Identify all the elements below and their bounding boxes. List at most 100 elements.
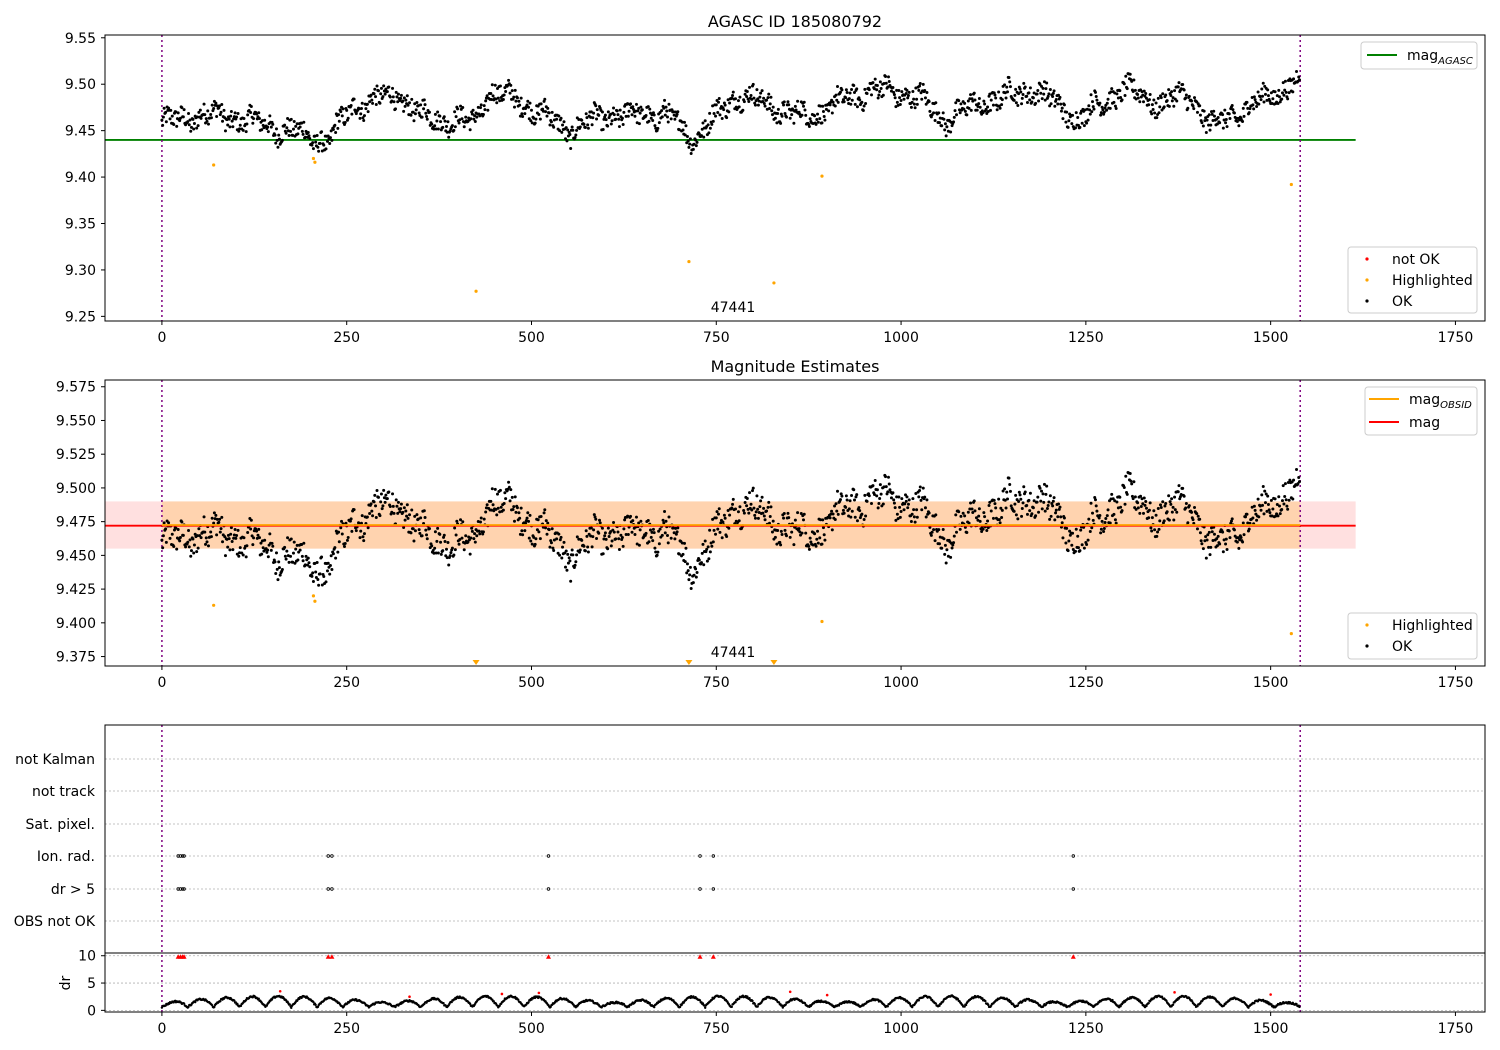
ok-point: [1198, 113, 1202, 117]
ok-point: [1171, 505, 1175, 509]
ok-point: [1006, 497, 1010, 501]
ok-point: [249, 518, 253, 522]
ok-point: [432, 127, 436, 131]
dr-point: [257, 997, 260, 1000]
ok-point: [478, 114, 482, 118]
ok-point: [737, 105, 741, 109]
ok-point: [612, 113, 616, 117]
ok-point: [833, 504, 837, 508]
ok-point: [361, 535, 365, 539]
ok-point: [731, 502, 735, 506]
ok-point: [563, 137, 567, 141]
ok-point: [340, 114, 344, 118]
ok-point: [362, 114, 366, 118]
x-tick-label: 1000: [883, 330, 919, 346]
ok-point: [557, 114, 561, 118]
ok-point: [350, 529, 354, 533]
ok-point: [1297, 475, 1301, 479]
ok-point: [1156, 507, 1160, 511]
ok-point: [469, 117, 473, 121]
ok-point: [858, 98, 862, 102]
ok-point: [1021, 501, 1025, 505]
ok-point: [1150, 529, 1154, 533]
ok-point: [694, 144, 698, 148]
ok-point: [498, 84, 502, 88]
ok-point: [1095, 98, 1099, 102]
ok-point: [1237, 546, 1241, 550]
ok-point: [360, 514, 364, 518]
ok-point: [1173, 508, 1177, 512]
ok-point: [199, 536, 203, 540]
ok-point: [1177, 484, 1181, 488]
ok-point: [717, 507, 721, 511]
ok-point: [630, 113, 634, 117]
ok-point: [652, 531, 656, 535]
ok-point: [1218, 121, 1222, 125]
ok-point: [460, 536, 464, 540]
dr-point: [516, 998, 520, 1001]
ok-point: [285, 126, 289, 130]
ok-point: [1228, 116, 1232, 120]
ok-point: [589, 526, 593, 530]
dr-point: [964, 1003, 968, 1007]
ok-point: [466, 540, 470, 544]
x-tick-label: 1250: [1068, 330, 1104, 346]
dr-y-tick-label: 5: [87, 976, 96, 992]
ok-point: [1103, 521, 1107, 525]
ok-point: [221, 540, 225, 544]
ok-point: [991, 516, 995, 520]
ok-point: [491, 503, 495, 507]
ok-point: [881, 93, 885, 97]
ok-point: [1074, 527, 1078, 531]
ok-point: [1078, 549, 1082, 553]
ok-point: [238, 551, 242, 555]
ok-point: [941, 528, 945, 532]
ok-point: [1007, 75, 1011, 79]
ok-point: [1114, 521, 1118, 525]
ok-point: [496, 96, 500, 100]
ok-point: [731, 90, 735, 94]
ok-point: [291, 560, 295, 564]
ok-point: [820, 121, 824, 125]
ok-point: [189, 554, 193, 558]
ok-point: [649, 116, 653, 120]
ok-point: [1221, 550, 1225, 554]
ok-point: [544, 110, 548, 114]
ok-point: [1147, 98, 1151, 102]
ok-point: [294, 547, 298, 551]
ok-point: [552, 125, 556, 129]
ok-point: [413, 102, 417, 106]
ok-point: [570, 125, 574, 129]
ok-point: [900, 497, 904, 501]
ok-point: [865, 92, 869, 96]
ok-point: [478, 520, 482, 524]
ok-point: [501, 98, 505, 102]
ok-point: [1287, 91, 1291, 95]
flag-point: [698, 887, 702, 891]
ok-point: [988, 92, 992, 96]
ok-point: [1204, 556, 1208, 560]
ok-point: [624, 114, 628, 118]
ok-point: [568, 132, 572, 136]
ok-point: [444, 124, 448, 128]
ok-point: [855, 519, 859, 523]
ok-point: [184, 545, 188, 549]
ok-point: [442, 533, 446, 537]
ok-point: [853, 91, 857, 95]
ok-point: [808, 117, 812, 121]
ok-point: [385, 90, 389, 94]
flag-point: [546, 854, 551, 858]
ok-point: [986, 110, 990, 114]
ok-point: [574, 560, 578, 564]
y-tick-label: 9.475: [56, 515, 96, 531]
ok-point: [884, 81, 888, 85]
ok-point: [1012, 98, 1016, 102]
ok-point: [1003, 498, 1007, 502]
ok-point: [636, 109, 640, 113]
ok-point: [561, 545, 565, 549]
ok-point: [733, 507, 737, 511]
ok-point: [714, 103, 718, 107]
ok-point: [1067, 119, 1071, 123]
ok-point: [1062, 516, 1066, 520]
ok-point: [766, 96, 770, 100]
